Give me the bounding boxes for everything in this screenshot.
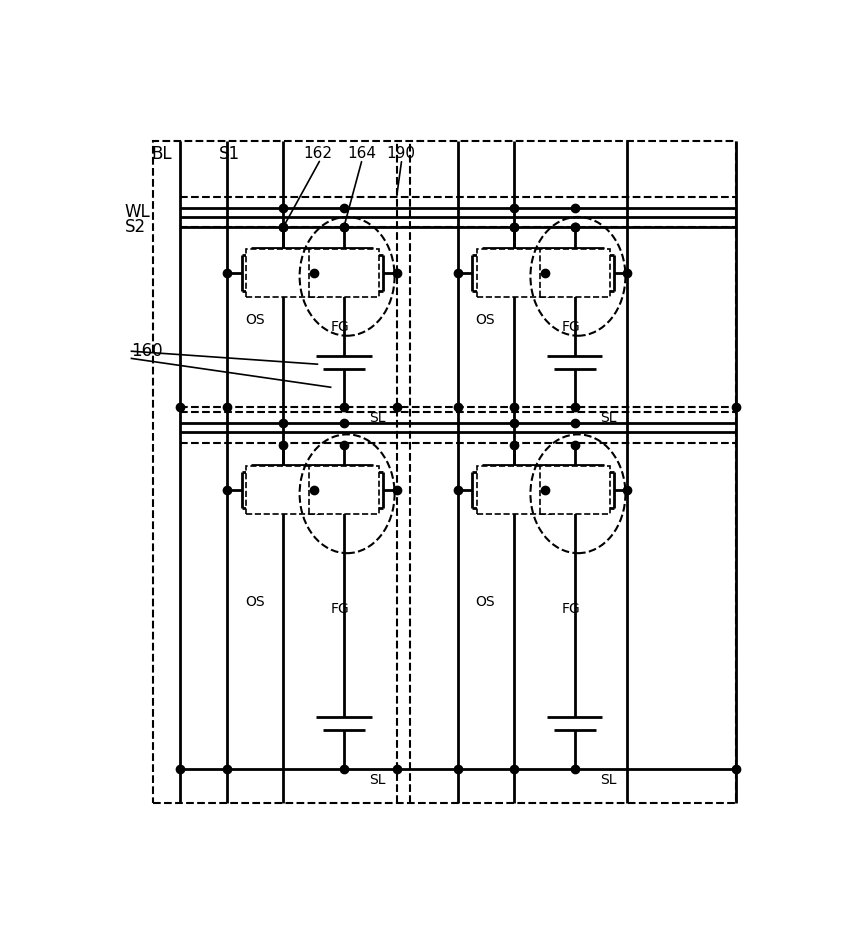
Bar: [246, 467, 320, 514]
Bar: [477, 467, 551, 514]
Text: OS: OS: [245, 595, 265, 609]
Bar: [309, 249, 379, 296]
Text: OS: OS: [245, 312, 265, 326]
Text: 190: 190: [386, 147, 415, 162]
Bar: [309, 467, 379, 514]
Bar: [152, 141, 736, 803]
Text: S1: S1: [219, 145, 240, 163]
Text: WL: WL: [125, 203, 151, 222]
Bar: [477, 249, 551, 296]
Text: OS: OS: [476, 595, 495, 609]
Text: FG: FG: [562, 602, 580, 616]
Bar: [246, 249, 320, 296]
Text: SL: SL: [368, 772, 386, 786]
Text: 162: 162: [303, 147, 332, 162]
Text: BL: BL: [151, 145, 172, 163]
Bar: [540, 467, 609, 514]
Text: FG: FG: [330, 320, 350, 334]
Text: SL: SL: [600, 772, 616, 786]
Text: 160: 160: [131, 342, 163, 360]
Text: FG: FG: [562, 320, 580, 334]
Text: OS: OS: [476, 312, 495, 326]
Text: 164: 164: [347, 147, 376, 162]
Text: FG: FG: [330, 602, 350, 616]
Text: S2: S2: [125, 219, 146, 237]
Text: SL: SL: [368, 411, 386, 425]
Bar: [540, 249, 609, 296]
Text: SL: SL: [600, 411, 616, 425]
